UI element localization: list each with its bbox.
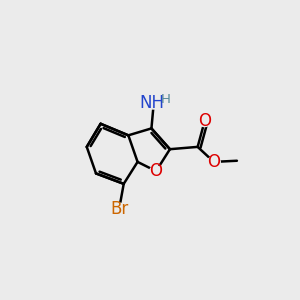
- Ellipse shape: [207, 157, 220, 167]
- Ellipse shape: [198, 116, 211, 127]
- Ellipse shape: [142, 97, 165, 109]
- Text: O: O: [150, 162, 163, 180]
- Ellipse shape: [110, 203, 128, 215]
- Text: O: O: [198, 112, 211, 130]
- Text: H: H: [161, 93, 171, 106]
- Text: NH: NH: [139, 94, 164, 112]
- Ellipse shape: [150, 166, 163, 176]
- Text: O: O: [207, 153, 220, 171]
- Text: Br: Br: [110, 200, 128, 218]
